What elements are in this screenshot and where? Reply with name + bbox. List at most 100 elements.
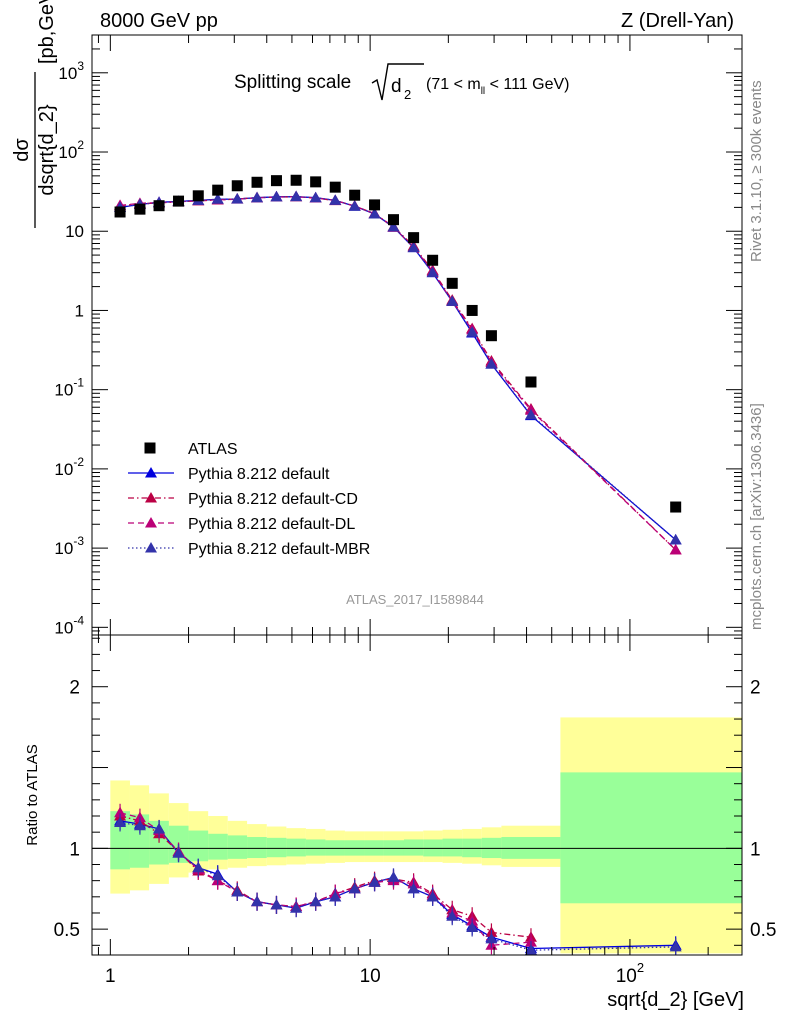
ratio-marker-mbr-1 (133, 819, 146, 831)
y-tick-label-5: 10 (65, 222, 84, 241)
y-tick-label-3: 10-1 (54, 376, 84, 400)
main-marker-mbr-13 (368, 208, 381, 219)
ratio-y-tick-label-right-2: 2 (750, 678, 761, 699)
y-tick-label-0: 10-4 (54, 613, 84, 637)
band-inner-bin-4 (188, 830, 209, 862)
atlas-marker-7 (251, 176, 263, 188)
atlas-marker-6 (231, 180, 243, 192)
atlas-marker-1 (134, 203, 146, 215)
main-marker-mbr-16 (426, 266, 439, 278)
atlas-marker-8 (270, 175, 282, 187)
y-tick-label-2: 10-2 (54, 455, 84, 479)
header-right: Z (Drell-Yan) (621, 10, 734, 32)
main-marker-mbr-7 (251, 191, 264, 203)
atlas-marker-16 (427, 254, 439, 266)
main-marker-mbr-21 (669, 533, 682, 545)
ratio-y-tick-label-left-0: 0.5 (54, 920, 80, 941)
atlas-marker-21 (670, 501, 682, 513)
atlas-marker-17 (446, 277, 458, 289)
legend-label-dl: Pythia 8.212 default-DL (188, 516, 355, 533)
ratio-uncertainty-bands (110, 717, 742, 954)
atlas-marker-9 (290, 174, 302, 186)
atlas-marker-10 (310, 176, 322, 188)
x-axis-label: sqrt{d_2} [GeV] (607, 989, 744, 1011)
title-range: (71 < m (426, 76, 481, 93)
x-tick-label-2: 102 (616, 960, 644, 987)
band-inner-bin-7 (247, 837, 267, 859)
ylabel-numerator: dσ (11, 138, 33, 162)
svg-text:(71 < mll < 111 GeV): (71 < mll < 111 GeV) (426, 76, 569, 97)
y-tick-label-4: 1 (75, 301, 84, 320)
atlas-marker-2 (153, 200, 165, 212)
x-tick-label-0: 1 (105, 966, 116, 987)
ylabel-denominator: dsqrt{d_2} (36, 104, 58, 196)
ratio-marker-mbr-17 (446, 910, 459, 921)
main-title: Splitting scale d 2 (71 < mll < 111 GeV) (234, 63, 569, 102)
main-marker-mbr-5 (211, 193, 224, 204)
legend: ATLAS Pythia 8.212 default Pythia 8.212 de… (128, 441, 370, 558)
sqrt-sign (371, 63, 424, 101)
ratio-marker-mbr-15 (407, 882, 420, 894)
atlas-marker-13 (369, 199, 381, 211)
atlas-marker-19 (485, 330, 497, 342)
analysis-watermark: ATLAS_2017_I1589844 (346, 592, 484, 607)
side-text-mcplots: mcplots.cern.ch [arXiv:1306.3436] (748, 403, 765, 630)
band-inner-bin-9 (286, 838, 306, 857)
atlas-marker-20 (525, 376, 537, 388)
ratio-marker-dl-0 (114, 806, 127, 818)
ratio-y-tick-label-right-0: 0.5 (750, 920, 776, 941)
ratio-marker-mbr-7 (251, 895, 264, 907)
band-inner-bin-10 (305, 839, 326, 856)
main-marker-mbr-15 (407, 241, 420, 253)
main-marker-mbr-20 (524, 408, 537, 420)
main-marker-mbr-8 (270, 190, 283, 202)
ratio-series-layer (114, 803, 682, 955)
ratio-marker-mbr-11 (329, 890, 342, 902)
main-series-layer (114, 174, 682, 555)
ylabel-units: [pb,GeV (36, 0, 58, 64)
ratio-marker-mbr-21 (669, 940, 682, 952)
band-inner-bin-8 (266, 837, 287, 858)
main-marker-mbr-17 (446, 295, 459, 306)
ratio-marker-mbr-20 (524, 944, 537, 955)
band-inner-bin-15 (403, 839, 424, 856)
ratio-marker-mbr-19 (485, 932, 498, 944)
ratio-marker-mbr-6 (231, 885, 244, 897)
title-radicand-sub: 2 (404, 87, 411, 102)
band-inner-bin-5 (208, 833, 228, 860)
atlas-marker-4 (192, 190, 204, 202)
ratio-marker-mbr-5 (211, 869, 224, 881)
ratio-y-axis-label: Ratio to ATLAS (24, 744, 41, 845)
legend-marker-atlas (144, 442, 156, 454)
atlas-marker-0 (114, 206, 126, 218)
axis-tick-labels: 10-4 10-3 10-2 10-1 1 10 102 103 0.5 0.5 1 1 2 2 1 10 10… (54, 59, 777, 987)
main-marker-mbr-9 (290, 190, 303, 202)
ratio-marker-mbr-8 (270, 898, 283, 910)
ratio-line-mbr (119, 821, 676, 951)
ratio-marker-mbr-0 (114, 816, 127, 827)
main-marker-mbr-6 (231, 193, 244, 204)
legend-marker-default (145, 467, 157, 478)
ratio-marker-mbr-2 (153, 822, 166, 834)
title-radicand: d (391, 76, 402, 97)
atlas-marker-12 (349, 189, 361, 201)
main-marker-mbr-11 (329, 194, 342, 205)
atlas-marker-18 (466, 304, 478, 316)
legend-label-default: Pythia 8.212 default (188, 466, 330, 483)
legend-label-cd: Pythia 8.212 default-CD (188, 491, 358, 508)
atlas-marker-15 (408, 232, 420, 244)
ratio-marker-mbr-12 (348, 882, 361, 894)
x-tick-label-1: 10 (360, 966, 381, 987)
axis-ticks (92, 34, 742, 955)
ratio-marker-mbr-18 (466, 921, 479, 933)
band-inner-bin-21 (560, 772, 742, 904)
atlas-marker-14 (387, 214, 399, 226)
ratio-marker-mbr-3 (172, 847, 185, 858)
y-tick-label-6: 102 (58, 138, 84, 162)
main-marker-mbr-18 (466, 326, 479, 337)
ratio-marker-mbr-14 (387, 871, 400, 882)
title-prefix: Splitting scale (234, 72, 351, 93)
atlas-marker-11 (329, 181, 341, 193)
svg-text:[pb,GeV-1]: [pb,GeV-1] (33, 0, 58, 64)
